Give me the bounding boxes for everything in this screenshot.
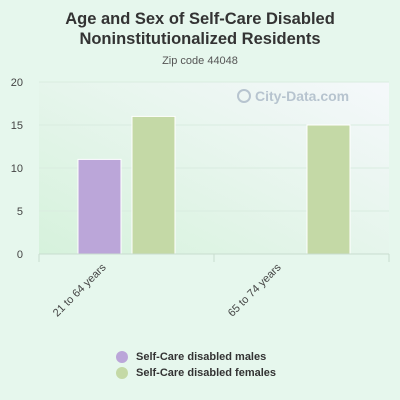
- legend: Self-Care disabled males Self-Care disab…: [116, 349, 276, 381]
- legend-label-females: Self-Care disabled females: [136, 367, 277, 379]
- legend-item-males: Self-Care disabled males: [116, 349, 276, 365]
- bar-females: [131, 115, 176, 255]
- y-tick-label: 15: [11, 120, 23, 132]
- y-tick-label: 5: [17, 206, 23, 218]
- watermark-icon: [237, 89, 251, 103]
- watermark: City-Data.com: [237, 88, 349, 104]
- x-tick-label: 21 to 64 years: [51, 261, 109, 319]
- legend-item-females: Self-Care disabled females: [116, 365, 276, 381]
- chart-subtitle: Zip code 44048: [162, 55, 238, 67]
- y-tick-label: 10: [11, 163, 23, 175]
- bar-females: [306, 124, 351, 255]
- bar-males: [77, 158, 122, 255]
- legend-swatch-females: [116, 367, 128, 379]
- y-tick-label: 20: [11, 77, 23, 89]
- legend-label-males: Self-Care disabled males: [136, 351, 267, 363]
- x-tick-label: 65 to 74 years: [226, 261, 284, 319]
- chart-title: Age and Sex of Self-Care Disabled Noninst…: [65, 10, 335, 48]
- legend-swatch-males: [116, 351, 128, 363]
- y-tick-label: 0: [17, 249, 23, 261]
- watermark-text: City-Data.com: [255, 88, 349, 104]
